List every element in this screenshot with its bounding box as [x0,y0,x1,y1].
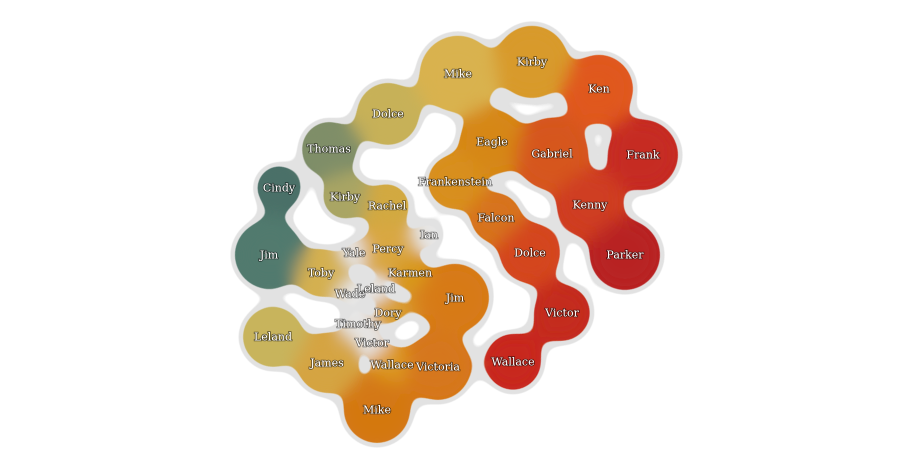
node-ken[interactable] [565,55,633,123]
node-label-jim-center: Jim [445,292,465,305]
node-label-wallace-right: Wallace [491,356,534,369]
node-cindy[interactable] [257,166,301,210]
node-dory[interactable] [376,301,400,325]
node-eagle[interactable] [460,110,524,174]
node-frank[interactable] [608,120,678,190]
node-label-frank: Frank [626,149,660,162]
node-toby[interactable] [297,249,345,297]
node-label-leland-small: Leland [357,283,395,296]
node-dolce-top[interactable] [357,83,419,145]
label-layer: Cindy Jim Thomas Kirby Dolce Mike Kirby Ken Eagl… [253,55,661,418]
node-label-jim-left: Jim [259,249,279,262]
node-label-falcon: Falcon [478,212,515,225]
node-falcon[interactable] [471,193,521,243]
node-label-rachel: Rachel [368,200,407,213]
node-label-cindy: Cindy [263,182,296,195]
node-james[interactable] [297,333,357,393]
node-yale[interactable] [343,242,365,264]
node-gabriel[interactable] [516,118,588,190]
node-leland[interactable] [243,307,303,367]
node-victor-small[interactable] [361,332,383,354]
node-label-toby: Toby [308,267,335,280]
node-label-ken: Ken [588,83,610,96]
node-label-victoria: Victoria [415,361,460,374]
node-label-wallace-center: Wallace [370,359,413,372]
node-mike-top[interactable] [420,36,496,112]
node-jim-left[interactable] [235,221,303,289]
node-wallace-right[interactable] [485,334,541,390]
node-label-karmen: Karmen [388,267,432,280]
node-label-gabriel: Gabriel [531,148,573,161]
node-label-dolce-right: Dolce [514,247,546,260]
node-kirby-top[interactable] [496,26,568,98]
node-victoria[interactable] [405,334,471,400]
node-wade[interactable] [339,283,361,305]
node-label-percy: Percy [372,243,404,256]
node-label-kirby-mid: Kirby [330,191,361,204]
node-thomas[interactable] [302,122,356,176]
node-label-kenny: Kenny [573,199,609,212]
node-label-leland: Leland [254,331,292,344]
node-label-ian: Ian [420,229,438,242]
node-timothy[interactable] [346,312,370,336]
node-mike-bottom[interactable] [344,377,410,443]
node-leland-small[interactable] [366,279,386,299]
node-label-victor-small: Victor [354,337,389,350]
node-ian[interactable] [417,223,441,247]
node-label-dolce-top: Dolce [372,108,404,121]
node-label-eagle: Eagle [476,136,508,149]
node-label-wade: Wade [335,288,365,301]
node-label-timothy: Timothy [335,318,381,331]
node-label-james: James [309,357,344,370]
node-label-dory: Dory [375,307,403,320]
node-kirby-mid[interactable] [323,175,367,219]
node-kenny[interactable] [557,172,623,238]
node-label-victor-right: Victor [544,307,579,320]
node-karmen[interactable] [394,257,426,289]
node-victor-right[interactable] [534,285,590,341]
node-label-thomas: Thomas [307,143,351,156]
node-dolce-right[interactable] [500,223,560,283]
node-label-frankenstein: Frankenstein [418,176,492,189]
node-wallace-center[interactable] [374,347,410,383]
node-label-mike-bottom: Mike [363,404,391,417]
node-label-yale: Yale [342,247,366,260]
node-rachel[interactable] [365,184,409,228]
node-jim-center[interactable] [421,264,489,332]
node-label-parker: Parker [606,249,644,262]
blob-layer [235,26,678,443]
node-label-mike-top: Mike [444,68,472,81]
node-parker[interactable] [590,220,660,290]
node-frankenstein[interactable] [428,155,482,209]
node-label-kirby-top: Kirby [517,56,548,69]
